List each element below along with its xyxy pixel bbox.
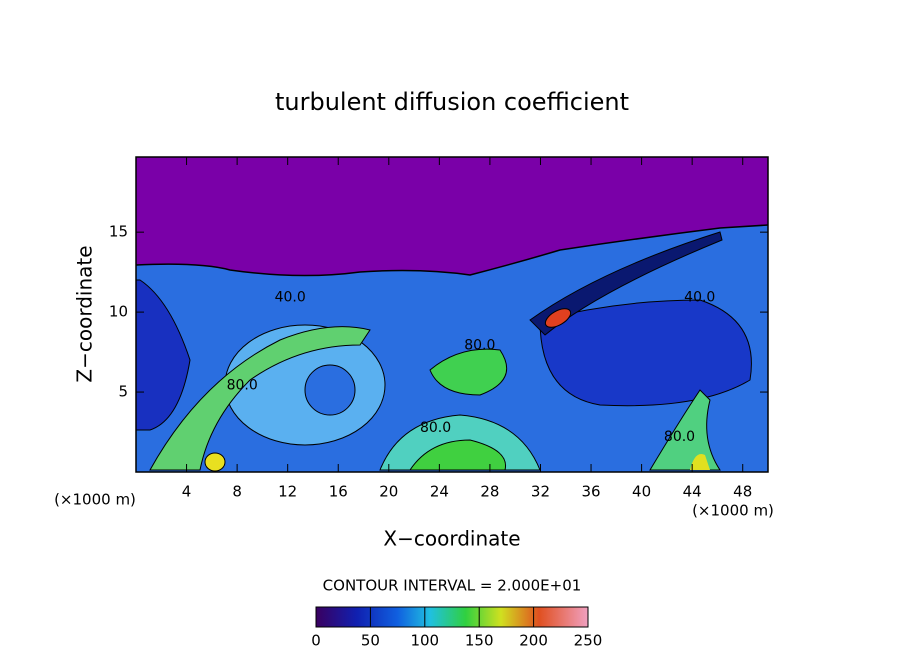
contour-interval: CONTOUR INTERVAL = 2.000E+01	[323, 577, 582, 595]
contour-label: 80.0	[464, 338, 495, 354]
plot-frame	[135, 156, 769, 473]
y-axis-title: Z−coordinate	[73, 245, 97, 382]
x-tick-label: 20	[379, 483, 398, 501]
colorbar-tick-label: 150	[465, 632, 494, 650]
x-tick-label: 12	[278, 483, 297, 501]
x-tick-label: 48	[733, 483, 752, 501]
x-axis-title: X−coordinate	[383, 527, 520, 551]
x-tick-label: 24	[430, 483, 449, 501]
x-tick-label: 28	[480, 483, 499, 501]
x-tick-label: 40	[632, 483, 651, 501]
colorbar-tick-label: 0	[311, 632, 321, 650]
contour-label: 80.0	[664, 429, 695, 445]
x-tick-label: 8	[232, 483, 242, 501]
contour-label: 40.0	[684, 290, 715, 306]
x-unit: (×1000 m)	[692, 502, 774, 520]
field	[136, 157, 768, 472]
chart-title: turbulent diffusion coefficient	[275, 88, 629, 116]
contour-label: 80.0	[420, 420, 451, 436]
colorbar-tick-label: 250	[574, 632, 603, 650]
y-tick-label: 15	[109, 223, 128, 241]
colorbar	[315, 606, 589, 628]
y-tick-label: 5	[118, 383, 128, 401]
colorbar-tick-label: 50	[361, 632, 380, 650]
x-tick-label: 36	[581, 483, 600, 501]
colorbar-tick-label: 200	[519, 632, 548, 650]
x-tick-label: 32	[531, 483, 550, 501]
contour-label: 80.0	[227, 378, 258, 394]
x-unit: (×1000 m)	[54, 491, 136, 509]
x-tick-label: 44	[683, 483, 702, 501]
colorbar-tick-label: 100	[410, 632, 439, 650]
y-tick-label: 10	[109, 303, 128, 321]
x-tick-label: 16	[329, 483, 348, 501]
contour-label: 40.0	[275, 290, 306, 306]
x-tick-label: 4	[182, 483, 192, 501]
